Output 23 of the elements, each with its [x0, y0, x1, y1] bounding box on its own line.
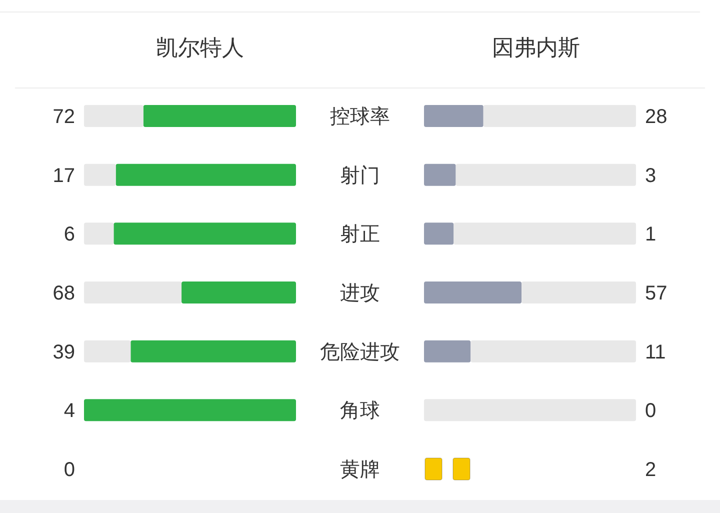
value-label: 0	[64, 459, 75, 481]
annotation: 57	[645, 282, 668, 304]
annotation: 72	[52, 106, 75, 128]
annotation: 3	[645, 164, 656, 187]
title: 因弗内斯	[492, 35, 580, 60]
category-label: 角球	[340, 400, 380, 422]
annotation: 28	[645, 106, 668, 128]
annotation: 1	[645, 224, 656, 246]
title: 凯尔特人	[156, 35, 244, 60]
annotation: 0	[645, 400, 656, 422]
annotation: 39	[52, 341, 75, 364]
category-label: 危险进攻	[320, 341, 400, 364]
category-label: 进攻	[340, 282, 380, 304]
value-label: 2	[645, 459, 656, 481]
category-label: 控球率	[330, 106, 390, 128]
annotation: 11	[645, 341, 666, 364]
annotation: 68	[52, 282, 75, 304]
annotation: 4	[64, 400, 75, 422]
category-label: 黄牌	[340, 459, 380, 481]
category-label: 射门	[340, 164, 380, 187]
annotation: 17	[52, 164, 75, 187]
annotation: 6	[64, 224, 75, 246]
category-label: 射正	[340, 224, 380, 246]
